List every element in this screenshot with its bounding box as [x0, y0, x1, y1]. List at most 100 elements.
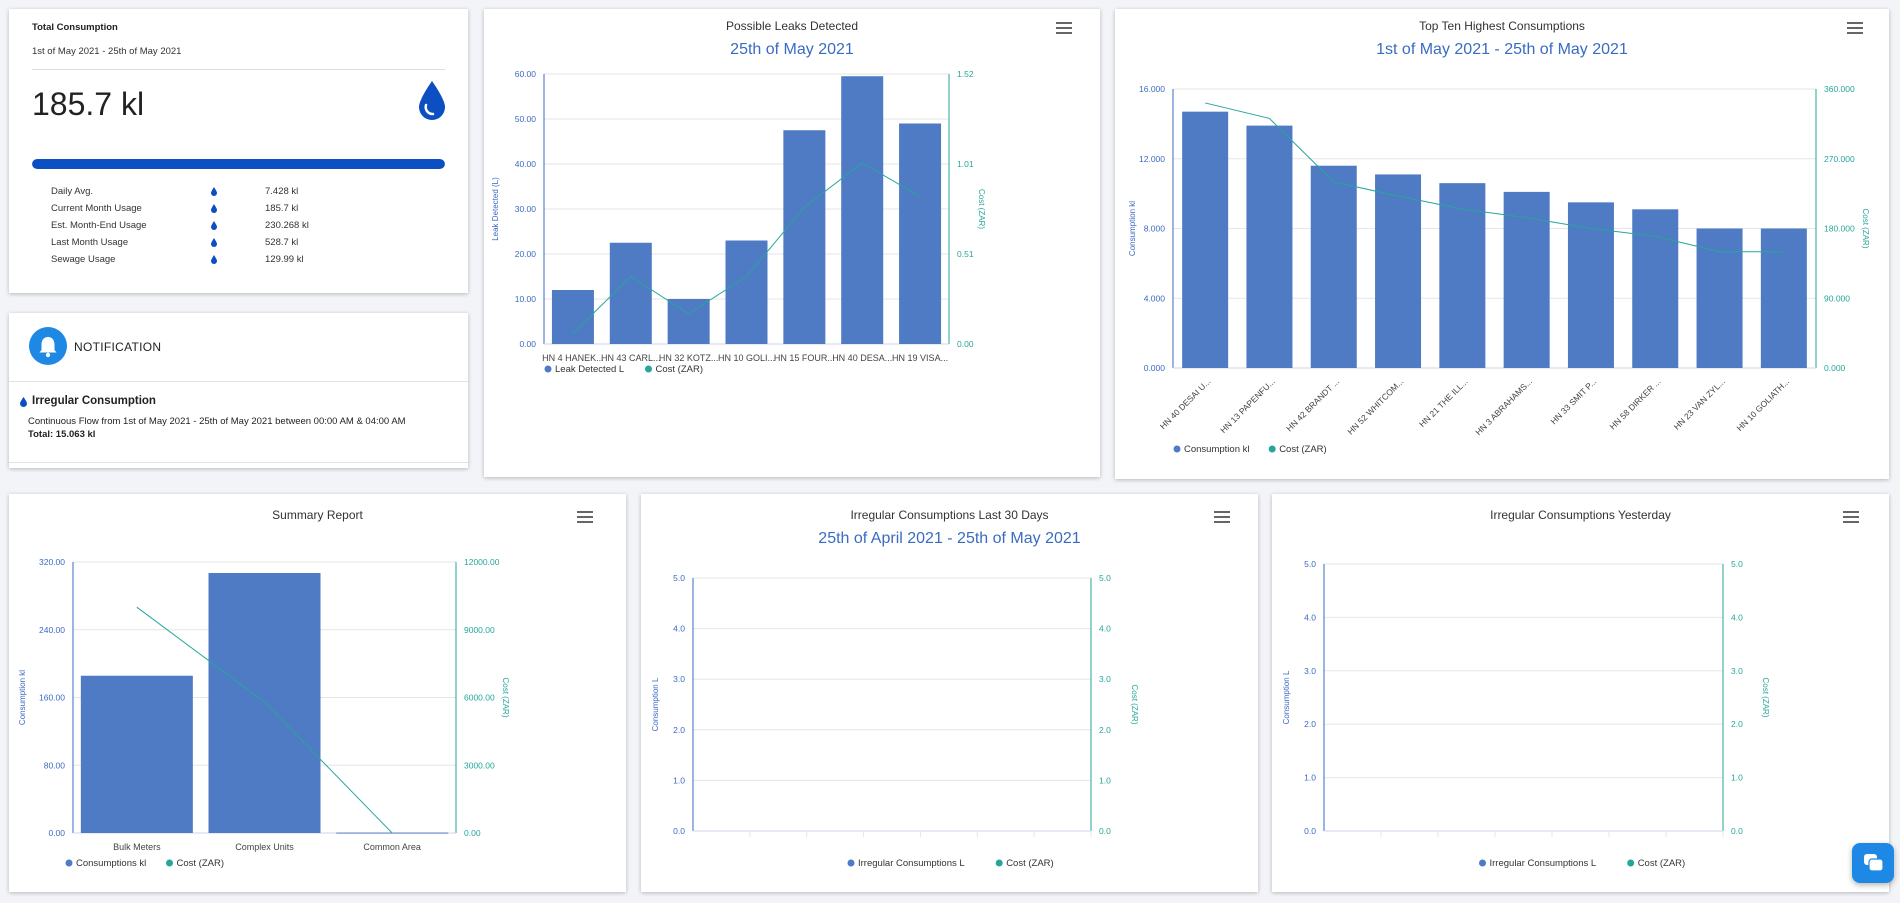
- legend-label: Cost (ZAR): [177, 858, 225, 869]
- x-tick-label: HN 42 BRANDT ...: [1284, 376, 1341, 433]
- bar: [841, 76, 884, 344]
- x-tick-label: HN 21 THE ILL...: [1417, 376, 1470, 429]
- legend-marker: [1173, 445, 1181, 453]
- x-tick-label: Common Area: [363, 842, 421, 852]
- chart-title: Possible Leaks Detected: [725, 19, 859, 33]
- y-axis-title: Consumption kl: [18, 670, 27, 725]
- y-tick-label: 3.0: [673, 674, 685, 684]
- legend-marker: [166, 859, 173, 867]
- legend-label: Cost (ZAR): [656, 364, 704, 375]
- legend-label: Consumption kl: [1184, 444, 1249, 455]
- y-tick-label: 16.000: [1139, 84, 1165, 94]
- y2-tick-label: 1.0: [1099, 775, 1111, 785]
- legend-marker: [65, 859, 73, 867]
- bar: [80, 675, 193, 833]
- bar: [208, 573, 321, 833]
- y2-tick-label: 4.0: [1099, 624, 1111, 634]
- y-tick-label: 4.0: [673, 624, 685, 634]
- irregular-30-days-chart: 0.0 1.0 2.0 3.0 4.0 5.0 0.0 1.0 2.0 3.0 4.0 5.0 Cons…: [651, 573, 1139, 869]
- chart-menu-button[interactable]: [1847, 22, 1863, 36]
- stat-value: 528.7 kl: [265, 237, 299, 248]
- stat-label: Daily Avg.: [51, 186, 94, 197]
- notification-item-total: Total: 15.063 kl: [28, 429, 96, 440]
- y-tick-label: 0.00: [48, 828, 65, 838]
- bar: [1439, 183, 1486, 368]
- water-drop-icon: [20, 397, 27, 407]
- summary-report-card: Summary Report 0.00 80.00 160.00 240.00 320.…: [9, 494, 626, 892]
- notification-item-title: Irregular Consumption: [32, 395, 156, 407]
- x-tick-label: HN 40 DESAI U...: [1158, 376, 1213, 431]
- y-tick-label: 10.00: [515, 294, 537, 304]
- y2-axis-title: Cost (ZAR): [1761, 678, 1770, 718]
- bar: [609, 242, 652, 344]
- total-consumption-card: Total Consumption 1st of May 2021 - 25th…: [9, 9, 468, 293]
- bar: [336, 832, 449, 834]
- chart-title: Irregular Consumptions Last 30 Days: [850, 508, 1049, 522]
- chart-menu-button[interactable]: [1214, 511, 1230, 525]
- stat-label: Est. Month-End Usage: [51, 220, 147, 231]
- x-tick-label: HN 58 DIRKER ...: [1607, 376, 1662, 431]
- stat-value: 185.7 kl: [265, 203, 299, 214]
- y2-axis-title: Cost (ZAR): [977, 189, 986, 229]
- y-axis-title: Leak Detected (L): [491, 177, 500, 241]
- bell-icon: [29, 327, 67, 365]
- y-tick-label: 1.0: [673, 775, 685, 785]
- bar: [1182, 111, 1229, 368]
- bar: [783, 130, 826, 344]
- bar: [1696, 228, 1743, 368]
- water-drop-icon: [211, 204, 217, 213]
- total-consumption-value: 185.7 kl: [32, 86, 145, 122]
- x-tick-label: HN 10 GOLIATH...: [1735, 376, 1792, 433]
- y2-tick-label: 1.52: [957, 69, 974, 79]
- chat-button[interactable]: [1852, 843, 1894, 883]
- y-tick-label: 4.000: [1144, 293, 1166, 303]
- y-tick-label: 320.00: [39, 557, 65, 567]
- y2-tick-label: 0.0: [1731, 826, 1743, 836]
- y2-axis-title: Cost (ZAR): [1861, 209, 1870, 249]
- chart-title: Top Ten Highest Consumptions: [1419, 19, 1585, 33]
- x-tick-label: HN 43 CARL...: [601, 353, 661, 363]
- x-tick-label: HN 3 ABRAHAMS...: [1473, 376, 1534, 437]
- notification-item-text: Continuous Flow from 1st of May 2021 - 2…: [28, 416, 406, 427]
- y-tick-label: 12.000: [1139, 154, 1165, 164]
- y-tick-label: 160.00: [39, 693, 65, 703]
- bar: [1246, 125, 1293, 369]
- y-tick-label: 60.00: [515, 69, 537, 79]
- chart-subtitle: 1st of May 2021 - 25th of May 2021: [1376, 41, 1628, 58]
- stat-label: Current Month Usage: [51, 203, 142, 214]
- divider: [9, 462, 468, 463]
- legend-marker: [544, 365, 552, 373]
- x-tick-label: Complex Units: [235, 842, 294, 852]
- x-tick-label: HN 23 VAN ZYL...: [1672, 376, 1727, 431]
- x-tick-label: HN 40 DESA...: [832, 353, 892, 363]
- legend-label: Irregular Consumptions L: [858, 858, 965, 869]
- bar: [551, 290, 594, 344]
- bar: [1375, 174, 1422, 368]
- x-tick-label: HN 10 GOLI...: [718, 353, 775, 363]
- y2-axis-title: Cost (ZAR): [501, 678, 510, 718]
- chart-subtitle: 25th of April 2021 - 25th of May 2021: [818, 530, 1081, 547]
- divider: [32, 69, 445, 70]
- y2-axis-title: Cost (ZAR): [1130, 685, 1139, 725]
- y-tick-label: 0.00: [519, 339, 536, 349]
- notification-title: NOTIFICATION: [74, 340, 162, 354]
- x-tick-label: HN 33 SMIT P...: [1548, 376, 1598, 426]
- y-tick-label: 20.00: [515, 249, 537, 259]
- y-axis-title: Consumption kl: [1128, 201, 1137, 256]
- chart-menu-button[interactable]: [1056, 22, 1072, 36]
- y-tick-label: 50.00: [515, 114, 537, 124]
- consumption-progress-fill: [32, 159, 445, 169]
- y-tick-label: 4.0: [1304, 612, 1316, 622]
- total-consumption-period: 1st of May 2021 - 25th of May 2021: [32, 46, 182, 57]
- y2-tick-label: 1.0: [1731, 773, 1743, 783]
- chart-menu-button[interactable]: [1843, 511, 1859, 525]
- y2-tick-label: 6000.00: [464, 693, 495, 703]
- y-tick-label: 8.000: [1144, 224, 1166, 234]
- y-tick-label: 40.00: [515, 159, 537, 169]
- irregular-30-days-card: Irregular Consumptions Last 30 Days 25th…: [641, 494, 1258, 892]
- y-tick-label: 0.0: [1304, 826, 1316, 836]
- chart-title: Irregular Consumptions Yesterday: [1490, 508, 1671, 522]
- legend-marker: [1268, 445, 1276, 453]
- chart-menu-button[interactable]: [577, 511, 593, 525]
- y2-tick-label: 0.51: [957, 249, 974, 259]
